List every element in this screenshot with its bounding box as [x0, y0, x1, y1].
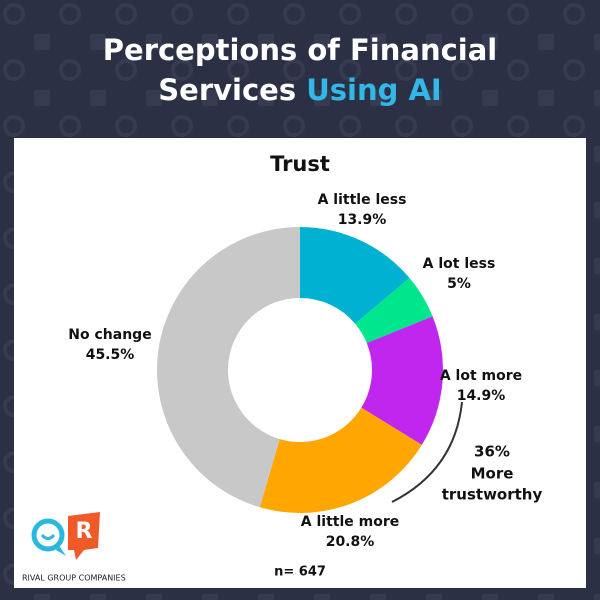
header-line: Services [158, 73, 296, 107]
slice-value-label: 13.9% [338, 212, 387, 228]
slice-label: A little less [318, 192, 407, 208]
annotation: 36% [474, 443, 510, 461]
logo-text: RIVAL GROUP COMPANIES [22, 574, 126, 583]
donut [157, 227, 443, 513]
header-line: Services Using AI [158, 73, 441, 107]
slice-value-label: 5% [447, 276, 471, 292]
logo: R [31, 512, 100, 560]
logo-letter: R [76, 519, 93, 544]
logo-badge [68, 512, 100, 560]
slice-label: A lot more [440, 368, 522, 384]
header-line: Perceptions of Financial [103, 33, 497, 67]
logo-smile [40, 533, 56, 540]
slice-value-label: 14.9% [457, 388, 506, 404]
donut-slice [300, 227, 410, 324]
header-highlight: Using AI [306, 73, 441, 107]
donut-slice [259, 407, 422, 513]
bracket [391, 401, 463, 503]
annotation: trustworthy [442, 486, 543, 504]
slice-label: No change [68, 327, 151, 343]
logo-bubble [31, 518, 65, 552]
slice-label: A little more [301, 514, 399, 530]
sample-size: n= 647 [274, 565, 326, 580]
annotation: More [471, 465, 514, 483]
donut-slice [157, 227, 300, 508]
slice-value-label: 20.8% [326, 534, 375, 550]
chart-title: Trust [270, 152, 330, 176]
card [14, 138, 586, 588]
donut-slice [361, 316, 443, 445]
donut-slice [355, 278, 433, 343]
slice-label: A lot less [423, 256, 496, 272]
logo-tail [56, 544, 66, 556]
slice-value-label: 45.5% [86, 347, 135, 363]
